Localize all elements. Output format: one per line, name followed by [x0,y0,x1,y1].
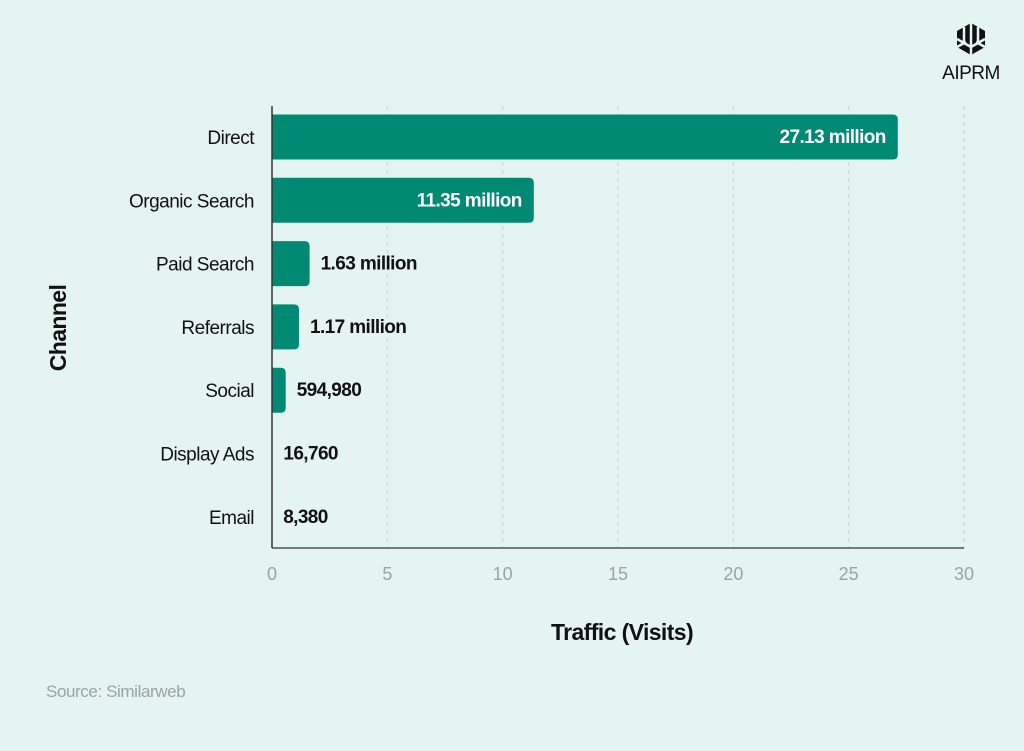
category-label: Organic Search [129,191,254,212]
category-label: Social [205,381,254,402]
category-label: Direct [207,128,255,149]
source-note: Source: Similarweb [46,682,186,701]
bar [272,241,310,287]
category-label: Email [209,508,254,529]
x-tick-label: 25 [839,564,859,584]
aiprm-logo-icon [956,23,986,55]
bar [272,114,898,160]
aiprm-logo: AIPRM [936,22,1006,85]
x-tick-label: 0 [267,564,277,584]
data-label: 594,980 [297,380,362,401]
data-label: 11.35 million [417,190,522,211]
x-axis-title: Traffic (Visits) [551,619,693,645]
data-label: 27.13 million [780,127,886,148]
data-label: 1.63 million [321,254,417,275]
x-tick-label: 30 [954,564,974,584]
category-label: Display Ads [160,445,254,466]
x-tick-label: 10 [493,564,513,584]
data-label: 16,760 [283,444,338,465]
x-tick-label: 15 [608,564,628,584]
bar [272,367,286,413]
data-label: 8,380 [283,507,328,528]
logo-text: AIPRM [942,63,1000,84]
bar [272,304,299,350]
x-tick-label: 20 [723,564,743,584]
category-label: Referrals [181,318,254,339]
category-label: Paid Search [156,255,254,276]
data-label: 1.17 million [310,317,406,338]
x-tick-label: 5 [382,564,392,584]
y-axis-title: Channel [45,285,71,372]
bar [272,177,534,223]
